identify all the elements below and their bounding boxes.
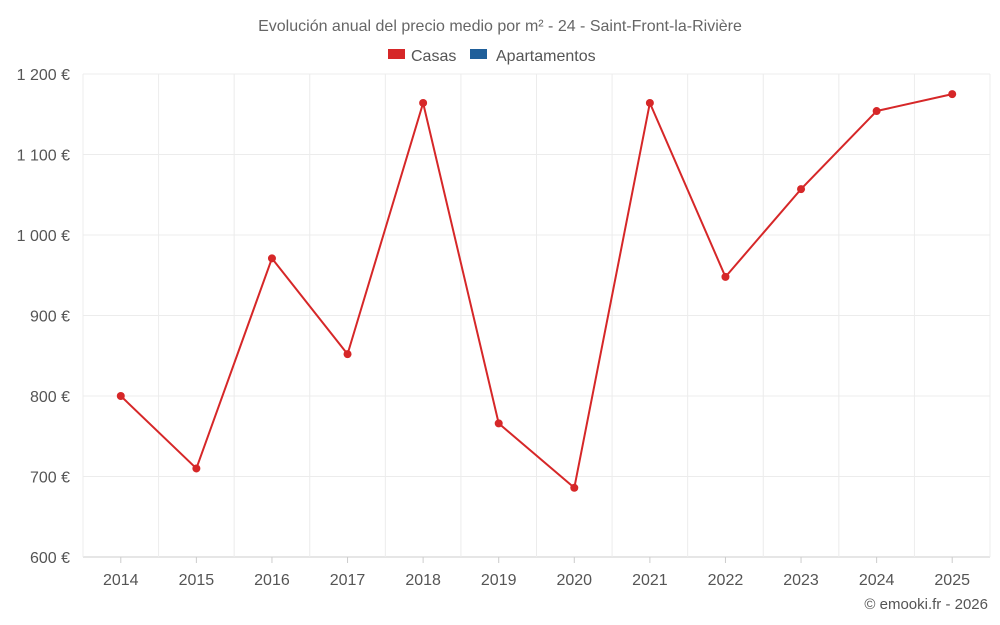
data-point-2024[interactable] bbox=[872, 107, 881, 116]
data-point-2019[interactable] bbox=[494, 419, 503, 428]
y-tick-label: 700 € bbox=[30, 470, 70, 487]
data-point-2017[interactable] bbox=[343, 350, 352, 359]
y-tick-label: 800 € bbox=[30, 389, 70, 406]
chart-title: Evolución anual del precio medio por m² … bbox=[258, 18, 742, 35]
data-point-2022[interactable] bbox=[721, 272, 730, 281]
y-tick-label: 1 200 € bbox=[17, 67, 70, 84]
legend-label-casas: Casas bbox=[411, 48, 456, 65]
x-tick-label: 2017 bbox=[330, 572, 366, 589]
x-tick-label: 2023 bbox=[783, 572, 819, 589]
x-tick-label: 2021 bbox=[632, 572, 668, 589]
x-tick-label: 2015 bbox=[179, 572, 215, 589]
y-tick-label: 600 € bbox=[30, 550, 70, 567]
x-tick-label: 2014 bbox=[103, 572, 139, 589]
x-tick-label: 2025 bbox=[934, 572, 970, 589]
y-tick-label: 900 € bbox=[30, 309, 70, 326]
data-point-2014[interactable] bbox=[116, 392, 125, 400]
grid bbox=[82, 73, 991, 558]
y-axis: 600 € 700 € 800 € 900 € 1 000 € 1 100 € 1 200 … bbox=[17, 67, 70, 567]
x-tick-label: 2024 bbox=[859, 572, 895, 589]
legend-label-apartamentos: Apartamentos bbox=[496, 48, 596, 65]
legend-item-apartamentos[interactable]: Apartamentos bbox=[470, 48, 596, 65]
data-point-2018[interactable] bbox=[419, 98, 428, 107]
series-casas bbox=[116, 90, 957, 492]
data-point-2025[interactable] bbox=[948, 90, 957, 99]
x-tick-label: 2022 bbox=[708, 572, 744, 589]
x-axis: 2014 2015 2016 2017 2018 2019 2020 2021 2022 2023… bbox=[103, 557, 970, 589]
legend: Casas Apartamentos bbox=[388, 48, 596, 65]
data-point-2020[interactable] bbox=[570, 483, 579, 492]
y-tick-label: 1 100 € bbox=[17, 148, 70, 165]
data-point-2023[interactable] bbox=[797, 185, 806, 194]
data-point-2016[interactable] bbox=[267, 254, 276, 263]
legend-item-casas[interactable]: Casas bbox=[388, 48, 456, 65]
x-tick-label: 2019 bbox=[481, 572, 517, 589]
data-point-2015[interactable] bbox=[192, 464, 201, 473]
legend-swatch-casas bbox=[388, 49, 405, 59]
y-tick-label: 1 000 € bbox=[17, 228, 70, 245]
series-line-casas bbox=[120, 93, 953, 489]
x-tick-label: 2018 bbox=[405, 572, 441, 589]
legend-swatch-apartamentos bbox=[470, 49, 487, 59]
x-tick-label: 2020 bbox=[556, 572, 592, 589]
data-point-2021[interactable] bbox=[645, 98, 654, 107]
credit-text: © emooki.fr - 2026 bbox=[864, 596, 988, 613]
x-tick-label: 2016 bbox=[254, 572, 290, 589]
